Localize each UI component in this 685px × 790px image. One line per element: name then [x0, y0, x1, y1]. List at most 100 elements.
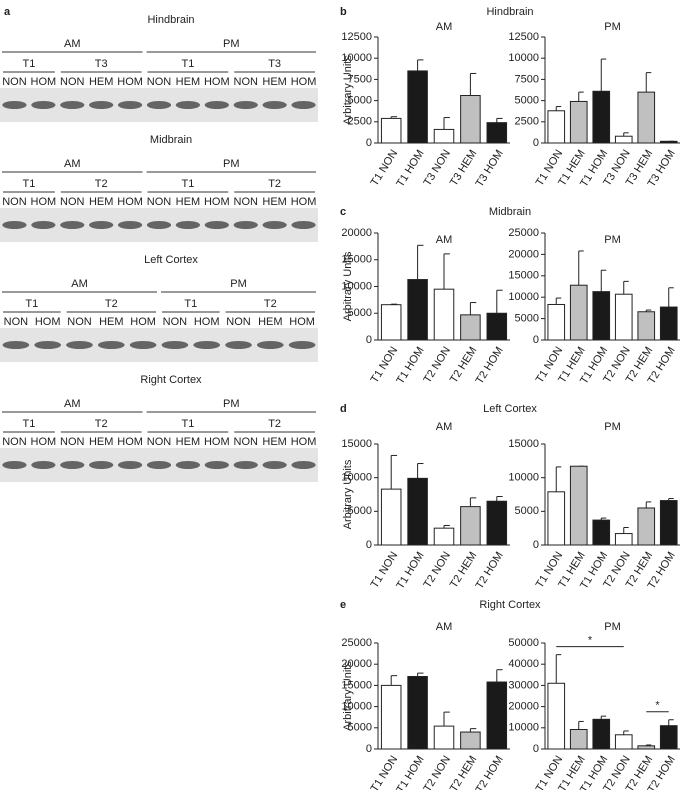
bar — [380, 488, 402, 546]
y-tick-label: 50000 — [508, 637, 539, 649]
y-tick-label: 0 — [366, 334, 372, 346]
significance-mark: * — [655, 700, 660, 712]
y-tick-label: 10000 — [341, 280, 372, 292]
panel-title: Midbrain — [489, 206, 531, 218]
lane-label: HOM — [291, 436, 317, 448]
y-tick-label: 25000 — [341, 637, 372, 649]
blot-band — [66, 341, 93, 349]
blot-band — [262, 461, 287, 469]
bar — [637, 507, 656, 546]
blot-band — [262, 101, 287, 109]
blot-band — [60, 221, 85, 229]
significance-mark: * — [588, 635, 593, 647]
lane-label: NON — [147, 436, 172, 448]
lane-label: HEM — [262, 436, 286, 448]
y-tick-label: 10000 — [508, 291, 539, 303]
bar — [614, 293, 633, 341]
bar — [486, 500, 508, 546]
lane-label: HOM — [204, 196, 230, 208]
blot-band — [2, 221, 27, 229]
period-label: AM — [64, 38, 81, 50]
y-tick-label: 20000 — [508, 248, 539, 260]
lane-label: HEM — [176, 196, 200, 208]
y-tick-label: 0 — [366, 137, 372, 149]
lane-label: NON — [60, 196, 85, 208]
y-tick-label: 20000 — [508, 701, 539, 713]
y-tick-label: 2500 — [348, 116, 372, 128]
bar — [407, 279, 428, 341]
bar — [614, 734, 633, 750]
blot-band — [291, 221, 316, 229]
blot-band — [193, 341, 221, 349]
y-axis-label: Arbitrary Units — [342, 459, 354, 529]
blot-band — [262, 221, 287, 229]
y-tick-label: 15000 — [341, 438, 372, 450]
blot-title: Left Cortex — [144, 254, 198, 266]
lane-label: NON — [2, 196, 27, 208]
panel-letter: c — [340, 206, 346, 218]
bar — [659, 500, 678, 546]
blot-band — [89, 221, 114, 229]
bar — [433, 288, 455, 341]
bar — [569, 284, 588, 341]
lane-label: NON — [163, 316, 188, 328]
panel-letter: d — [340, 403, 347, 415]
x-tick-label: T2 HEM — [448, 754, 480, 790]
bar — [486, 122, 508, 144]
group-label: T2 — [264, 298, 277, 310]
bar — [460, 314, 481, 341]
lane-label: HOM — [194, 316, 220, 328]
blot-band — [161, 341, 189, 349]
lane-label: NON — [226, 316, 251, 328]
blot-band — [291, 461, 316, 469]
lane-label: NON — [234, 76, 259, 88]
y-axis-label: Arbitrary Units — [342, 55, 354, 125]
bar — [547, 491, 566, 546]
y-tick-label: 0 — [533, 137, 539, 149]
blot-band — [97, 341, 125, 349]
blot-band — [31, 101, 56, 109]
x-tick-label: T2 HOM — [474, 754, 506, 790]
panel-letter: a — [4, 6, 11, 18]
y-tick-label: 5000 — [348, 722, 372, 734]
lane-label: NON — [147, 76, 172, 88]
y-tick-label: 5000 — [515, 505, 539, 517]
blot-title: Hindbrain — [147, 14, 194, 26]
blot-band — [288, 341, 316, 349]
lane-label: HOM — [291, 76, 317, 88]
lane-label: NON — [147, 196, 172, 208]
blot-band — [233, 101, 258, 109]
x-tick-label: T1 HOM — [394, 754, 426, 790]
group-label: T1 — [184, 298, 197, 310]
bar — [486, 681, 508, 750]
period-label: PM — [223, 158, 240, 170]
blot-band — [146, 461, 172, 469]
lane-label: HOM — [130, 316, 156, 328]
y-tick-label: 10000 — [341, 701, 372, 713]
bar — [659, 306, 678, 341]
lane-label: HOM — [204, 76, 230, 88]
group-label: T1 — [181, 418, 194, 430]
lane-label: HEM — [262, 196, 286, 208]
panel-title: Left Cortex — [483, 403, 537, 415]
lane-label: HEM — [262, 76, 286, 88]
blot-band — [204, 221, 229, 229]
lane-label: NON — [67, 316, 92, 328]
blot-band — [117, 101, 143, 109]
lane-label: NON — [60, 436, 85, 448]
bar — [486, 312, 508, 341]
bar — [659, 725, 678, 750]
y-tick-label: 5000 — [348, 95, 372, 107]
blot-band — [34, 341, 62, 349]
lane-label: NON — [4, 316, 29, 328]
blot-band — [31, 221, 56, 229]
blot-band — [225, 341, 252, 349]
period-label: PM — [223, 38, 240, 50]
blot-band — [2, 341, 30, 349]
bar — [380, 684, 402, 750]
lane-label: HEM — [258, 316, 282, 328]
bar — [569, 100, 588, 144]
bar — [637, 91, 656, 144]
y-tick-label: 15000 — [341, 679, 372, 691]
blot-band — [60, 101, 85, 109]
